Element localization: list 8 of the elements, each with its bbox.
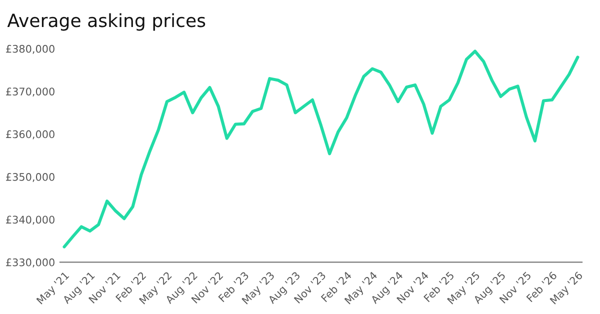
y-tick-label: £350,000 <box>6 173 54 182</box>
y-tick-label: £330,000 <box>6 258 54 268</box>
y-tick-label: £340,000 <box>6 216 54 225</box>
chart-title: Average asking prices <box>7 13 206 31</box>
y-tick-label: £360,000 <box>6 130 54 140</box>
y-tick-label: £370,000 <box>6 88 54 97</box>
y-tick-label: £380,000 <box>6 44 54 54</box>
line-series <box>62 50 580 248</box>
